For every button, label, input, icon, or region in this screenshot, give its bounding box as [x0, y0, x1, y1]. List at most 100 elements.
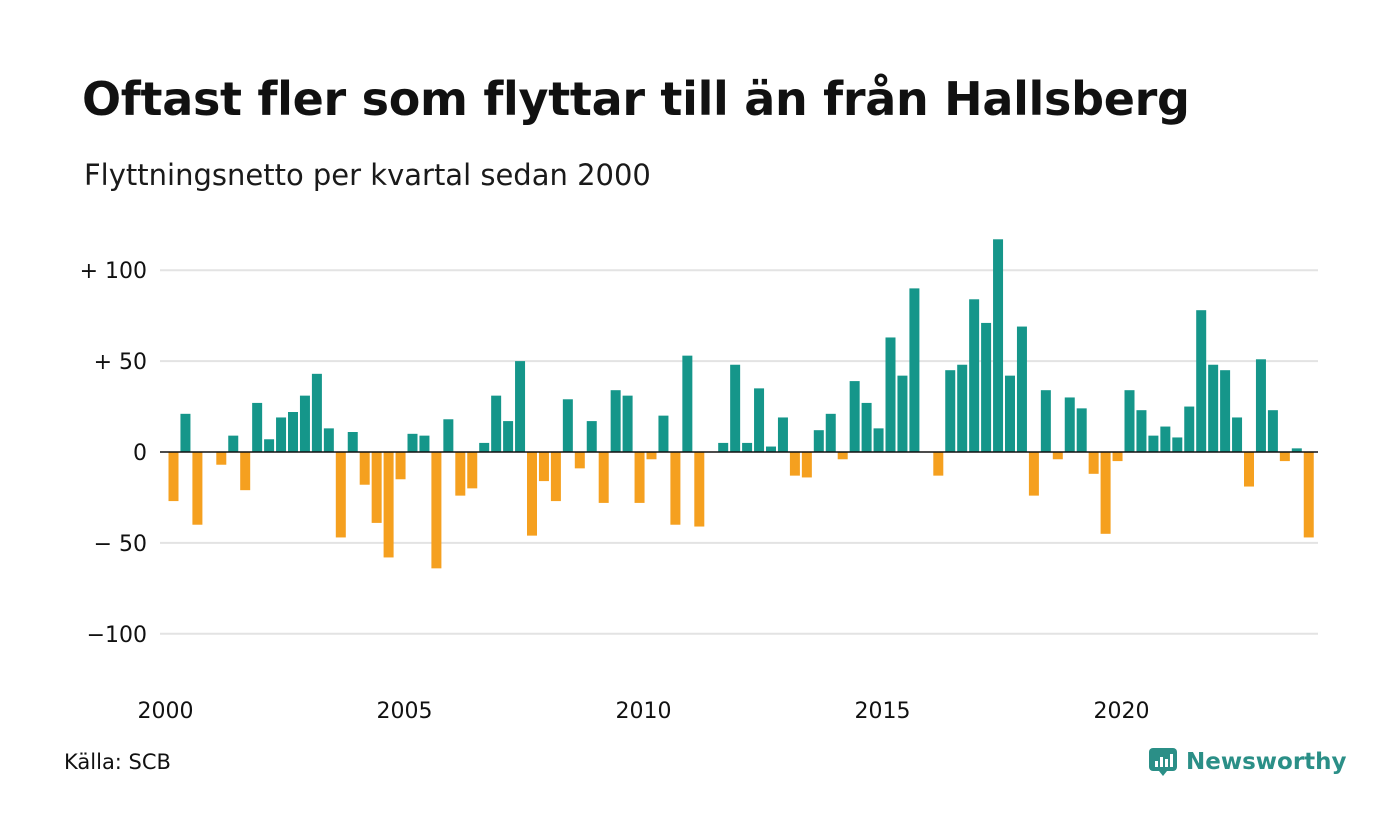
- x-tick-label: 2000: [138, 699, 194, 724]
- bar: [359, 452, 370, 485]
- bar: [957, 364, 968, 452]
- bar: [347, 432, 358, 452]
- bar: [288, 412, 298, 452]
- bar: [431, 452, 442, 569]
- bar: [311, 373, 322, 452]
- brand-logo: Newsworthy: [1148, 744, 1347, 780]
- bar: [885, 337, 896, 452]
- bar: [276, 417, 287, 452]
- bar: [383, 452, 394, 558]
- bar: [909, 288, 920, 452]
- source-note: Källa: SCB: [64, 750, 171, 774]
- bar: [1005, 375, 1015, 452]
- newsworthy-logo-icon: [1149, 748, 1177, 776]
- chart-title: Oftast fler som flyttar till än från Hal…: [82, 72, 1190, 126]
- bar: [491, 395, 502, 452]
- bar: [837, 452, 848, 460]
- bar: [813, 430, 824, 452]
- bar: [168, 452, 179, 502]
- bar: [694, 452, 705, 527]
- y-tick-label: 0: [133, 441, 147, 466]
- bar: [1160, 426, 1171, 452]
- bar: [1124, 390, 1135, 452]
- bar: [754, 388, 765, 452]
- bar: [969, 299, 980, 452]
- bar: [228, 435, 239, 452]
- bar: [1279, 452, 1290, 462]
- bar: [1100, 452, 1111, 534]
- bar: [1040, 390, 1051, 452]
- bar: [622, 395, 633, 452]
- bar: [562, 399, 573, 452]
- bar: [455, 452, 466, 496]
- x-tick-label: 2005: [377, 699, 433, 724]
- bar: [395, 452, 406, 480]
- bar: [897, 375, 908, 452]
- bar: [873, 428, 884, 452]
- brand-name: Newsworthy: [1186, 749, 1347, 775]
- bar: [861, 402, 872, 452]
- bar: [323, 428, 334, 452]
- bar: [1064, 397, 1075, 452]
- bar: [407, 433, 418, 452]
- bar: [299, 395, 310, 452]
- bar: [1112, 452, 1123, 462]
- x-tick-label: 2020: [1094, 699, 1150, 724]
- bar: [993, 239, 1004, 452]
- bar: [1052, 452, 1063, 460]
- bar: [550, 452, 561, 502]
- bar: [1172, 437, 1183, 452]
- bar: [777, 417, 788, 452]
- bar: [467, 452, 478, 489]
- bar: [264, 439, 275, 452]
- bar: [766, 446, 776, 452]
- bar: [1136, 410, 1147, 452]
- y-tick-label: + 50: [94, 350, 147, 375]
- bar: [730, 364, 741, 452]
- bar: [1088, 452, 1099, 474]
- bar: [1244, 452, 1254, 487]
- bar: [1028, 452, 1039, 496]
- bar: [371, 452, 382, 523]
- bar: [515, 361, 526, 452]
- bar: [1232, 417, 1243, 452]
- bar: [1220, 370, 1231, 452]
- bar: [1291, 448, 1302, 452]
- bar: [849, 381, 860, 452]
- bar: [718, 442, 729, 452]
- bar: [742, 442, 753, 452]
- bar: [1148, 435, 1159, 452]
- x-tick-label: 2010: [616, 699, 672, 724]
- chart-subtitle: Flyttningsnetto per kvartal sedan 2000: [84, 158, 651, 192]
- bar: [1016, 326, 1027, 452]
- x-tick-label: 2015: [855, 699, 911, 724]
- bar: [216, 452, 227, 465]
- bar: [479, 442, 490, 452]
- y-tick-label: − 50: [94, 532, 147, 557]
- bar: [574, 452, 585, 469]
- bar: [586, 421, 597, 452]
- bar: [634, 452, 645, 503]
- bar: [658, 415, 669, 452]
- bar: [610, 390, 621, 452]
- bar: [1255, 359, 1266, 452]
- bar: [670, 452, 681, 525]
- bar: [1303, 452, 1314, 538]
- bar: [1267, 410, 1278, 452]
- bar-chart: + 100 + 50 0 − 50 −100 2000 2005 2010 2015 2020: [80, 239, 1318, 724]
- bar: [682, 355, 693, 452]
- bar: [443, 419, 454, 452]
- bar: [240, 452, 251, 491]
- bar: [825, 413, 836, 452]
- bar: [192, 452, 203, 525]
- bar: [933, 452, 944, 476]
- bar: [503, 421, 514, 452]
- bar: [335, 452, 346, 538]
- bar: [419, 435, 430, 452]
- bar: [527, 452, 537, 536]
- y-tick-label: −100: [87, 623, 147, 648]
- bar: [252, 402, 263, 452]
- y-tick-label: + 100: [80, 259, 147, 284]
- bar: [646, 452, 657, 460]
- bar: [789, 452, 800, 476]
